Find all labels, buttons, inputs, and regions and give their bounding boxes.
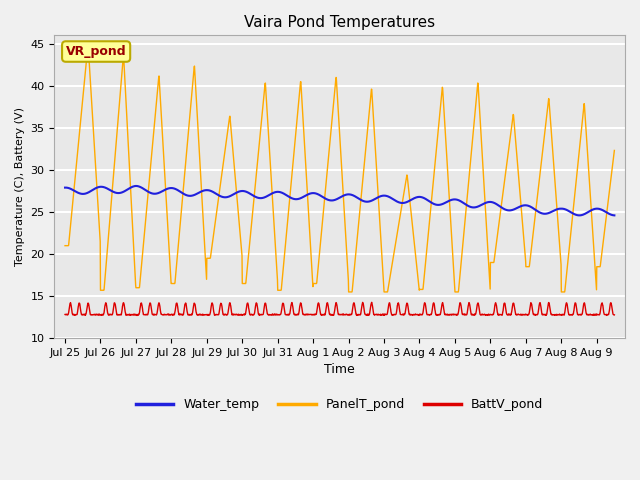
Y-axis label: Temperature (C), Battery (V): Temperature (C), Battery (V) xyxy=(15,107,25,266)
Legend: Water_temp, PanelT_pond, BattV_pond: Water_temp, PanelT_pond, BattV_pond xyxy=(131,393,548,416)
PanelT_pond xyxy=(595,264,603,270)
PanelT_pond xyxy=(328,113,336,119)
Title: Vaira Pond Temperatures: Vaira Pond Temperatures xyxy=(244,15,435,30)
PanelT_pond xyxy=(345,289,353,295)
X-axis label: Time: Time xyxy=(324,363,355,376)
BattV_pond xyxy=(595,312,603,318)
BattV_pond xyxy=(611,312,618,318)
PanelT_pond xyxy=(61,243,69,249)
PanelT_pond xyxy=(494,227,502,233)
Text: VR_pond: VR_pond xyxy=(66,45,127,58)
Water_temp xyxy=(61,185,69,191)
BattV_pond xyxy=(89,312,97,318)
PanelT_pond xyxy=(314,268,322,274)
BattV_pond xyxy=(494,312,502,318)
BattV_pond xyxy=(368,300,376,305)
PanelT_pond xyxy=(611,147,618,153)
Water_temp xyxy=(611,213,618,218)
Line: Water_temp: Water_temp xyxy=(65,186,614,216)
Water_temp xyxy=(595,206,602,212)
Line: PanelT_pond: PanelT_pond xyxy=(65,45,614,292)
Water_temp xyxy=(328,198,336,204)
BattV_pond xyxy=(133,312,141,318)
PanelT_pond xyxy=(90,127,97,132)
BattV_pond xyxy=(314,301,322,307)
Water_temp xyxy=(89,187,97,192)
PanelT_pond xyxy=(595,264,602,270)
Water_temp xyxy=(494,202,502,208)
Water_temp xyxy=(575,213,583,218)
Water_temp xyxy=(314,192,322,197)
Line: BattV_pond: BattV_pond xyxy=(65,302,614,315)
BattV_pond xyxy=(61,312,69,317)
BattV_pond xyxy=(328,312,336,318)
Water_temp xyxy=(132,183,140,189)
PanelT_pond xyxy=(84,42,92,48)
Water_temp xyxy=(595,206,603,212)
BattV_pond xyxy=(595,312,602,317)
